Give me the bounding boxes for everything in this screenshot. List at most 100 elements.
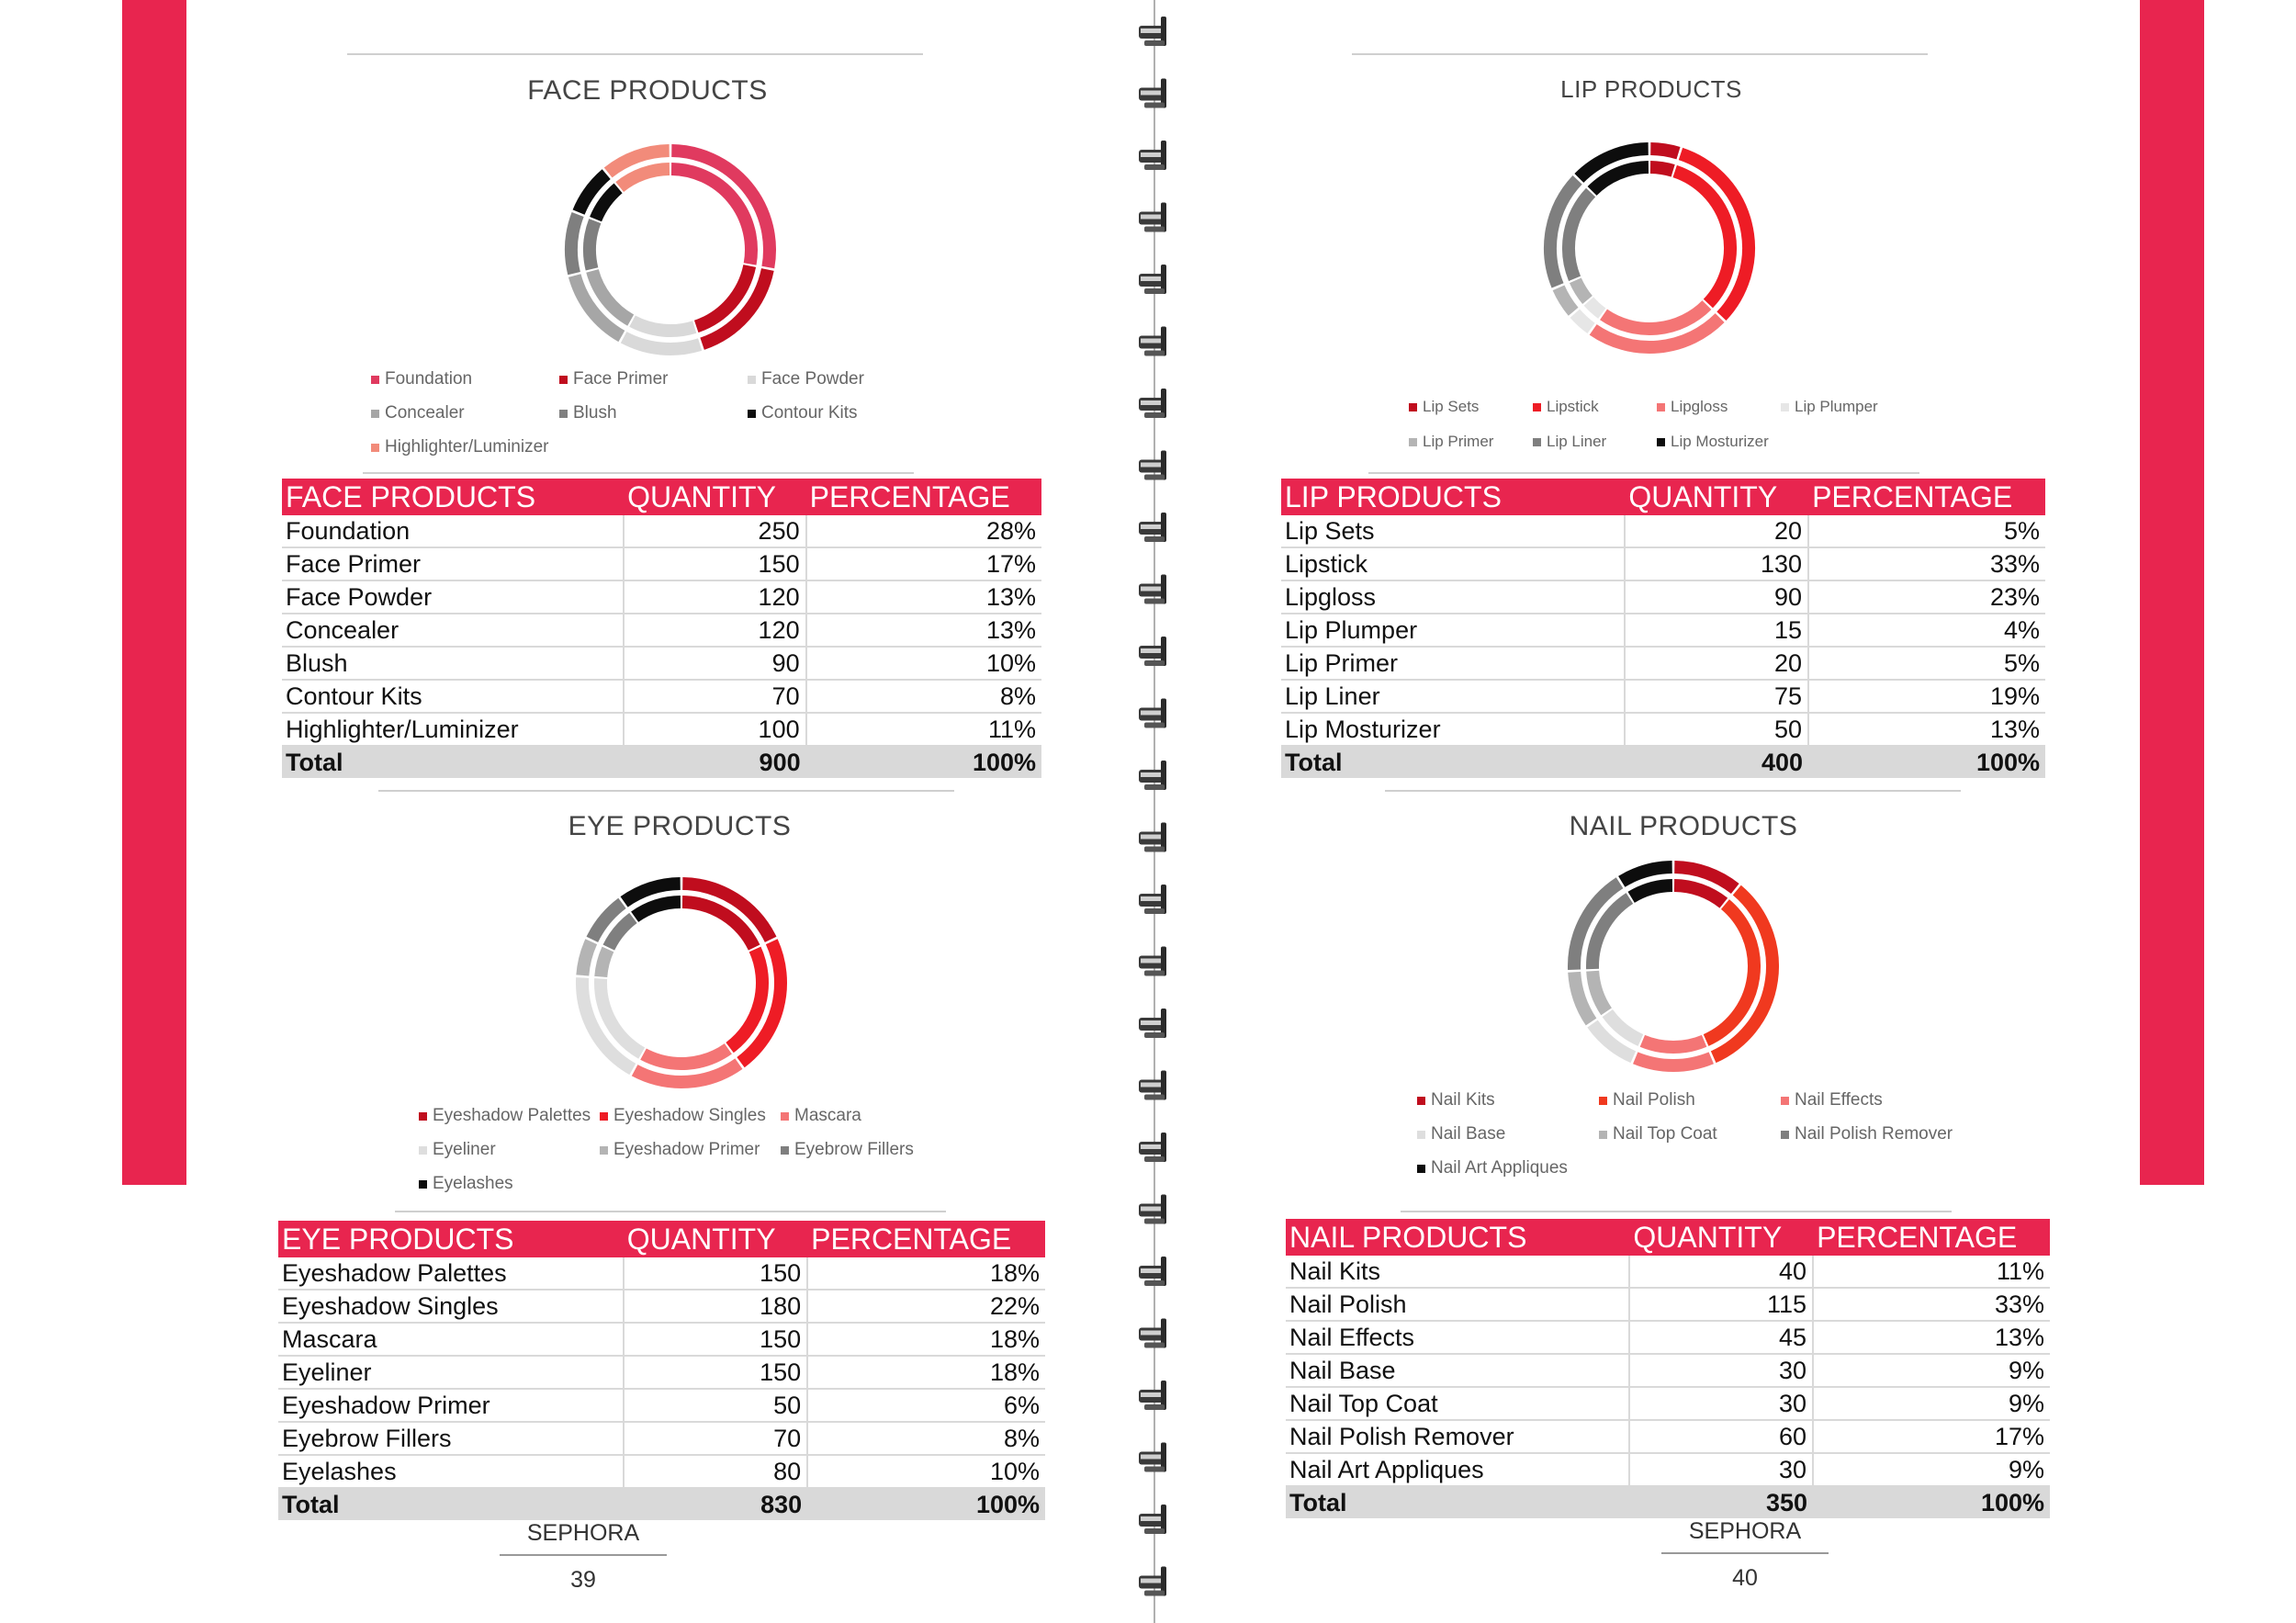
eye-legend-item-mascara: Mascara xyxy=(781,1106,962,1126)
lip-top-rule xyxy=(1352,53,1928,55)
row-quantity: 75 xyxy=(1624,680,1809,714)
nail-products-table: NAIL PRODUCTS QUANTITY PERCENTAGE Nail Kits… xyxy=(1286,1219,2050,1518)
spiral-loop xyxy=(1139,946,1166,976)
table-row: Nail Polish Remover 60 17% xyxy=(1286,1420,2050,1454)
eye-slice-eyeliner-inner xyxy=(594,978,646,1059)
lip-slice-lip-primer-inner xyxy=(1569,277,1593,304)
row-percentage: 17% xyxy=(1812,1420,2050,1454)
legend-label: Eyelashes xyxy=(433,1174,513,1193)
eye-slice-eyeshadow-palettes xyxy=(682,877,777,943)
face-top-rule xyxy=(347,53,923,55)
legend-swatch xyxy=(1657,402,1665,411)
row-percentage: 10% xyxy=(805,647,1041,681)
total-quantity: 350 xyxy=(1629,1486,1814,1518)
legend-label: Lip Plumper xyxy=(1795,398,1878,415)
row-label: Nail Effects xyxy=(1286,1321,1630,1355)
eye-slice-eyebrow-fillers-inner xyxy=(602,912,637,951)
face-legend-item-highlighter-luminizer: Highlighter/Luminizer xyxy=(371,437,559,457)
row-quantity: 150 xyxy=(622,1323,808,1357)
legend-label: Lipstick xyxy=(1547,398,1599,415)
legend-label: Eyeliner xyxy=(433,1140,496,1159)
spiral-loop xyxy=(1139,450,1166,480)
row-percentage: 9% xyxy=(1812,1453,2050,1487)
lip-legend-item-lip-sets: Lip Sets xyxy=(1409,398,1533,416)
eye-legend-item-eyebrow-fillers: Eyebrow Fillers xyxy=(781,1140,962,1160)
table-total-row: Total 400 100% xyxy=(1281,746,2045,778)
legend-label: Lip Liner xyxy=(1547,433,1607,450)
right-page-number: 40 xyxy=(1732,1565,1758,1591)
row-percentage: 5% xyxy=(1807,647,2045,681)
row-quantity: 130 xyxy=(1624,547,1809,581)
face-slice-concealer xyxy=(568,274,625,343)
lip-header-percentage: PERCENTAGE xyxy=(1808,479,2045,515)
row-quantity: 70 xyxy=(623,680,806,714)
lip-legend-item-lip-mosturizer: Lip Mosturizer xyxy=(1657,433,1781,451)
nail-chart-title: NAIL PRODUCTS xyxy=(1569,811,1798,841)
lip-header-quantity: QUANTITY xyxy=(1625,479,1809,515)
eye-chart-title: EYE PRODUCTS xyxy=(568,811,792,841)
row-quantity: 120 xyxy=(623,580,806,614)
eye-legend-item-eyeshadow-singles: Eyeshadow Singles xyxy=(600,1106,781,1126)
face-slice-face-powder xyxy=(620,331,703,355)
legend-swatch xyxy=(419,1111,427,1121)
spiral-loop xyxy=(1139,1070,1166,1100)
row-quantity: 40 xyxy=(1628,1256,1814,1289)
spiral-loop xyxy=(1139,389,1166,418)
legend-swatch xyxy=(748,409,756,418)
nail-top-rule xyxy=(1385,790,1961,792)
row-label: Blush xyxy=(282,647,625,681)
legend-label: Eyeshadow Primer xyxy=(613,1140,760,1159)
lip-slice-lip-sets-inner xyxy=(1649,161,1675,177)
legend-label: Nail Polish xyxy=(1613,1090,1695,1110)
nail-legend-item-nail-top-coat: Nail Top Coat xyxy=(1599,1124,1781,1144)
row-label: Concealer xyxy=(282,614,625,648)
legend-label: Lip Primer xyxy=(1423,433,1494,450)
legend-swatch xyxy=(600,1145,608,1155)
total-percentage: 100% xyxy=(1813,1486,2050,1518)
row-label: Mascara xyxy=(278,1323,624,1357)
row-label: Lipstick xyxy=(1281,547,1626,581)
face-legend-item-face-primer: Face Primer xyxy=(559,369,748,389)
legend-swatch xyxy=(1417,1164,1425,1173)
lip-header-lip-products: LIP PRODUCTS xyxy=(1281,479,1626,515)
eye-top-rule xyxy=(378,790,954,792)
face-slice-highlighter-luminizer-inner xyxy=(615,163,670,193)
face-header-face-products: FACE PRODUCTS xyxy=(282,479,625,515)
eye-products-table: EYE PRODUCTS QUANTITY PERCENTAGE Eyeshadow … xyxy=(278,1221,1045,1520)
spiral-loop xyxy=(1139,17,1166,46)
row-percentage: 10% xyxy=(806,1455,1045,1489)
legend-label: Face Primer xyxy=(573,369,669,389)
lip-donut-chart xyxy=(1544,142,1755,354)
eye-header-quantity: QUANTITY xyxy=(623,1221,808,1257)
legend-swatch xyxy=(559,375,568,384)
table-row: Eyeshadow Palettes 150 18% xyxy=(278,1257,1045,1291)
lip-slice-lip-liner xyxy=(1544,175,1582,288)
row-label: Face Powder xyxy=(282,580,625,614)
row-percentage: 13% xyxy=(805,580,1041,614)
legend-swatch xyxy=(371,375,379,384)
eye-legend: Eyeshadow Palettes Eyeshadow Singles Masca… xyxy=(419,1106,962,1194)
legend-label: Eyebrow Fillers xyxy=(794,1140,914,1159)
face-slice-blush xyxy=(565,211,584,276)
row-percentage: 11% xyxy=(1812,1256,2050,1289)
spiral-binding xyxy=(1139,0,1166,1623)
row-label: Lip Plumper xyxy=(1281,614,1626,648)
face-slice-contour-kits xyxy=(572,169,611,215)
row-label: Nail Kits xyxy=(1286,1256,1630,1289)
nail-slice-nail-base-inner xyxy=(1602,1009,1644,1046)
total-label: Total xyxy=(1281,746,1626,778)
legend-label: Nail Top Coat xyxy=(1613,1124,1717,1144)
row-label: Contour Kits xyxy=(282,680,625,714)
row-quantity: 30 xyxy=(1628,1387,1814,1421)
row-percentage: 13% xyxy=(805,614,1041,648)
spiral-loop xyxy=(1139,698,1166,728)
total-quantity: 830 xyxy=(623,1488,808,1520)
table-row: Nail Art Appliques 30 9% xyxy=(1286,1453,2050,1487)
face-products-table: FACE PRODUCTS QUANTITY PERCENTAGE Foundatio… xyxy=(282,479,1041,778)
table-row: Foundation 250 28% xyxy=(282,515,1041,548)
legend-swatch xyxy=(1417,1130,1425,1139)
table-row: Eyebrow Fillers 70 8% xyxy=(278,1422,1045,1456)
row-percentage: 11% xyxy=(805,713,1041,747)
lip-legend-item-lip-plumper: Lip Plumper xyxy=(1781,398,1905,416)
left-page-stripe xyxy=(122,0,186,1185)
